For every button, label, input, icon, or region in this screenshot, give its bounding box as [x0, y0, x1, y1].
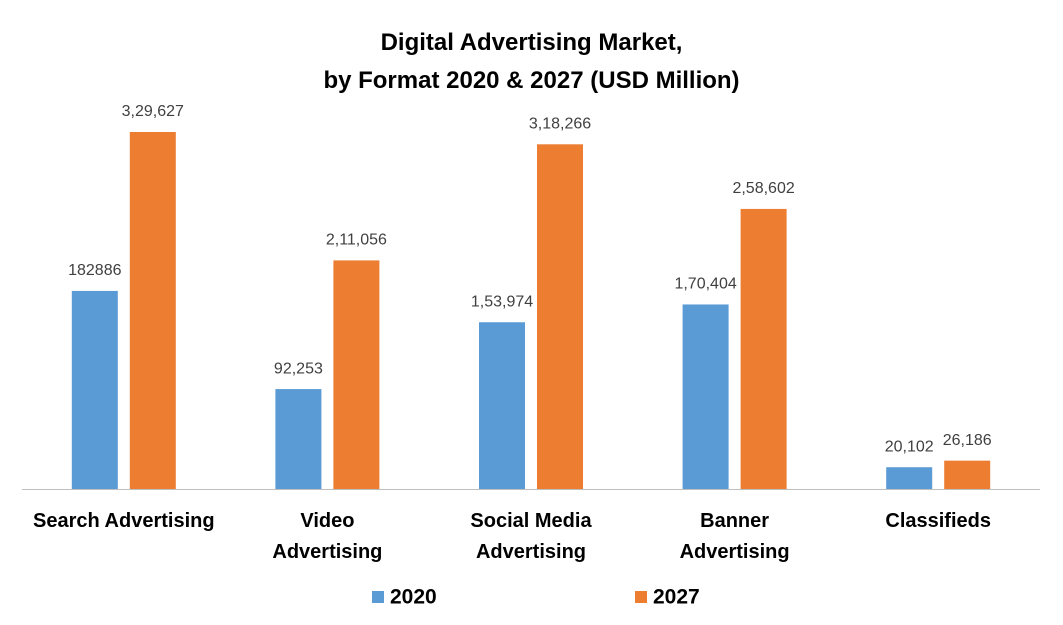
- chart-title: Digital Advertising Market, by Format 20…: [323, 29, 740, 94]
- value-label: 2,58,602: [732, 180, 794, 197]
- bar: [682, 304, 729, 489]
- value-label: 3,18,266: [529, 116, 591, 133]
- legend-swatch: [372, 591, 384, 603]
- bar: [275, 389, 322, 489]
- bar: [129, 132, 176, 489]
- bar: [333, 260, 380, 489]
- value-label: 3,29,627: [122, 103, 184, 120]
- legend-swatch: [635, 591, 647, 603]
- x-tick-label: Classifieds: [885, 510, 991, 532]
- bar: [944, 460, 991, 489]
- bar: [71, 290, 118, 489]
- bar: [740, 208, 787, 489]
- bar: [479, 322, 525, 489]
- value-label: 26,186: [943, 432, 992, 449]
- value-label: 1,53,974: [471, 293, 533, 310]
- legend-label: 2020: [390, 586, 437, 609]
- x-tick-label: Search Advertising: [33, 510, 215, 532]
- value-label: 92,253: [274, 360, 323, 377]
- x-tick-label: Banner Advertising: [679, 510, 790, 563]
- x-tick-label: Social Media Advertising: [470, 510, 592, 563]
- x-tick-label: Video Advertising: [272, 510, 383, 563]
- bar: [537, 144, 583, 489]
- value-label: 20,102: [885, 438, 934, 455]
- legend-label: 2027: [653, 586, 700, 609]
- bar: [886, 467, 933, 489]
- value-label: 1,70,404: [674, 276, 736, 293]
- value-label: 2,11,056: [326, 232, 387, 249]
- value-label: 182886: [68, 262, 121, 279]
